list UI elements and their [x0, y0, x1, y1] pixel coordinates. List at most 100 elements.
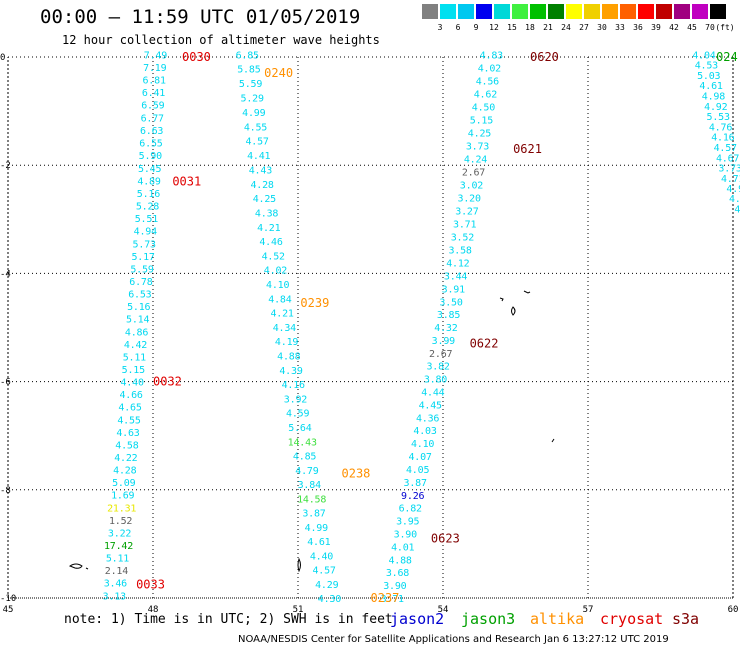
wave-height-value: 4.57	[245, 137, 268, 148]
wave-height-value: 4.9	[726, 184, 740, 195]
wave-height-value: 4.89	[137, 176, 160, 187]
lon-tick-label: 45	[3, 605, 14, 615]
wave-height-value: 4.88	[388, 555, 411, 566]
wave-height-value: 3.58	[448, 245, 471, 256]
wave-height-value: 3.13	[103, 591, 126, 602]
wave-height-value: 9.26	[401, 491, 424, 502]
wave-height-value: 4.32	[434, 323, 457, 334]
wave-height-value: 5.85	[237, 65, 260, 76]
wave-height-value: 4.21	[270, 309, 293, 320]
wave-height-value: 4.57	[714, 143, 737, 154]
wave-height-value: 4.94	[134, 227, 157, 238]
wave-height-value: 4.01	[391, 542, 414, 553]
wave-height-value: 4.53	[695, 61, 718, 72]
time-tag: 0620	[530, 50, 559, 64]
scale-label: 33	[615, 23, 625, 32]
time-tag: 0238	[342, 467, 371, 481]
wave-height-value: 4.25	[468, 128, 491, 139]
wave-height-value: 6.85	[236, 50, 259, 61]
wave-height-value: 4.57	[312, 566, 335, 577]
lon-tick-label: 51	[293, 605, 304, 615]
wave-height-value: 4.63	[116, 428, 139, 439]
wave-height-value: 3.44	[444, 271, 467, 282]
wave-height-value: 3.71	[453, 219, 476, 230]
scale-label: 21	[543, 23, 553, 32]
wave-height-value: 3.80	[424, 375, 447, 386]
scale-swatch	[566, 4, 582, 19]
altimeter-tracks: 7.49 7.19 6.816.41 6.596.77 6.63 6.555.90 5.45…	[103, 50, 740, 605]
wave-height-value: 4.22	[114, 453, 137, 464]
wave-height-value: 14.43	[288, 437, 317, 448]
time-tag: 0240	[264, 66, 293, 80]
wave-height-value: 4.88	[277, 351, 300, 362]
lon-tick-label: 57	[583, 605, 594, 615]
scale-swatch	[494, 4, 510, 19]
wave-height-value: 21.31	[107, 503, 136, 514]
wave-height-value: 5.16	[137, 189, 160, 200]
wave-height-value: 5.73	[133, 239, 156, 250]
wave-height-value: 4.34	[273, 323, 296, 334]
wave-height-value: 3.84	[298, 480, 321, 491]
wave-height-value: 3.73	[718, 164, 740, 175]
wave-height-value: 3.22	[108, 528, 131, 539]
lat-tick-label: -10	[0, 594, 16, 604]
wave-height-value: 4.02	[478, 63, 501, 74]
wave-height-value: 7.49	[144, 50, 167, 61]
track-s3a: 4.83 4.02 4.56 4.62 4.50 5.15 4.25 3.73 4.24 2.67…	[381, 50, 504, 605]
wave-height-value: 5.03	[697, 71, 720, 82]
wave-height-value: 4.50	[472, 102, 495, 113]
wave-height-value: 4.92	[704, 102, 727, 113]
wave-height-value: 3.91	[442, 284, 465, 295]
wave-height-value: 4.07	[408, 452, 431, 463]
wave-height-value: 4.19	[275, 337, 298, 348]
wave-height-value: 4.55	[244, 122, 267, 133]
wave-height-value: 3.82	[426, 362, 449, 373]
wave-height-value: 4.61	[699, 81, 722, 92]
wave-height-value: 4.04	[692, 50, 715, 61]
scale-swatch	[458, 4, 474, 19]
map-title: 00:00 – 11:59 UTC 01/05/2019	[40, 6, 361, 28]
wave-height-value: 4.8	[729, 194, 740, 205]
wave-height-map: 45 48 51 54 57 60 0 -2 -4 -6 -8 -10 7.49 7.19 6.816.4…	[0, 50, 740, 615]
wave-height-value: 2.67	[462, 168, 485, 179]
map-subtitle: 12 hour collection of altimeter wave hei…	[62, 33, 380, 47]
wave-height-value: 6.77	[141, 113, 164, 124]
scale-swatch	[674, 4, 690, 19]
wave-height-value: 5.53	[707, 112, 730, 123]
wave-height-value: 3.87	[302, 509, 325, 520]
wave-height-value: 4.85	[293, 452, 316, 463]
wave-height-value: 4.58	[115, 440, 138, 451]
scale-swatch	[512, 4, 528, 19]
scale-swatch	[656, 4, 672, 19]
wave-height-value: 4.40	[121, 378, 144, 389]
scale-label: 45	[687, 23, 697, 32]
wave-height-value: 3.73	[466, 141, 489, 152]
wave-height-value: 4.62	[474, 89, 497, 100]
wave-height-value: 3.90	[394, 530, 417, 541]
wave-height-value: 6.63	[140, 126, 163, 137]
scale-swatch	[620, 4, 636, 19]
wave-height-value: 4.99	[305, 523, 328, 534]
wave-height-value: 3.85	[437, 310, 460, 321]
wave-height-value: 5.15	[122, 365, 145, 376]
wave-height-value: 6.59	[141, 101, 164, 112]
wave-height-value: 6.41	[142, 88, 165, 99]
wave-height-value: 5.64	[288, 423, 311, 434]
wave-height-value: 4.44	[421, 388, 444, 399]
wave-height-value: 4.65	[118, 403, 141, 414]
time-tag: 0031	[172, 174, 201, 188]
wave-height-value: 4.10	[411, 439, 434, 450]
wave-height-value: 4.43	[249, 165, 272, 176]
wave-height-value: 1.52	[109, 516, 132, 527]
wave-height-value: 17.42	[104, 541, 133, 552]
wave-height-value: 7.19	[143, 63, 166, 74]
wave-height-value: 5.11	[123, 352, 146, 363]
wave-height-value: 2.67	[429, 349, 452, 360]
wave-height-value: 3.99	[432, 336, 455, 347]
scale-swatch	[584, 4, 600, 19]
wave-height-value: 4.56	[476, 76, 499, 87]
wave-height-value: 1.69	[111, 491, 134, 502]
lon-tick-label: 54	[438, 605, 449, 615]
wave-height-value: 4.29	[315, 580, 338, 591]
wave-height-value: 5.51	[135, 214, 158, 225]
